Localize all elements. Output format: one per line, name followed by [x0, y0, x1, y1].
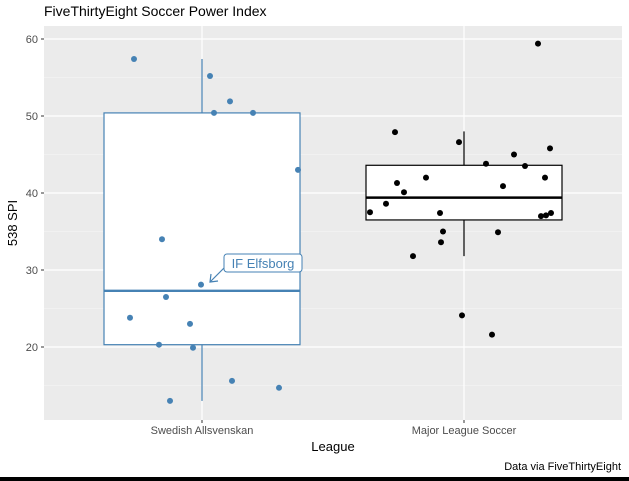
- data-point: [159, 236, 165, 243]
- data-point: [423, 174, 429, 181]
- data-point: [438, 239, 444, 246]
- data-point: [522, 163, 528, 170]
- annotation-if-elfsborg: IF Elfsborg: [209, 253, 303, 283]
- data-point: [207, 72, 213, 79]
- annotation-label: IF Elfsborg: [232, 256, 295, 271]
- data-point: [392, 129, 398, 136]
- data-point: [500, 183, 506, 190]
- x-tick-label: Swedish Allsvenskan: [151, 425, 254, 437]
- data-point: [489, 331, 495, 338]
- data-point: [187, 320, 193, 327]
- data-point: [295, 166, 301, 173]
- data-point: [459, 312, 465, 319]
- data-point: [542, 174, 548, 181]
- data-point: [198, 281, 204, 288]
- caption: Data via FiveThirtyEight: [504, 461, 621, 473]
- data-point: [410, 253, 416, 260]
- data-point: [190, 344, 196, 351]
- bottom-border: [0, 477, 629, 481]
- data-point: [250, 109, 256, 116]
- y-axis: 20 30 40 50 60: [26, 34, 44, 354]
- data-point: [437, 210, 443, 217]
- y-tick-label: 50: [26, 111, 38, 123]
- x-axis: Swedish Allsvenskan Major League Soccer: [151, 420, 517, 437]
- y-axis-label: 538 SPI: [5, 200, 20, 246]
- data-point: [401, 189, 407, 196]
- data-point: [535, 40, 541, 47]
- data-point: [127, 314, 133, 321]
- box: [103, 112, 301, 346]
- data-point: [383, 200, 389, 207]
- y-tick-label: 60: [26, 34, 38, 46]
- data-point: [229, 377, 235, 384]
- y-tick-label: 20: [26, 342, 38, 354]
- data-point: [547, 145, 553, 152]
- data-point: [456, 139, 462, 146]
- data-point: [495, 229, 501, 236]
- data-point: [227, 98, 233, 105]
- data-point: [163, 293, 169, 300]
- data-point: [483, 160, 489, 167]
- data-point: [276, 384, 282, 391]
- data-point: [538, 213, 544, 220]
- boxplots: [103, 59, 563, 401]
- data-point: [131, 56, 137, 63]
- data-point: [211, 109, 217, 116]
- x-tick-label: Major League Soccer: [412, 425, 517, 437]
- data-point: [394, 179, 400, 186]
- y-tick-label: 40: [26, 188, 38, 200]
- data-point: [440, 228, 446, 235]
- chart-title: FiveThirtyEight Soccer Power Index: [44, 3, 267, 19]
- data-point: [548, 210, 554, 217]
- data-point: [156, 341, 162, 348]
- y-tick-label: 30: [26, 265, 38, 277]
- x-axis-label: League: [311, 439, 354, 454]
- box: [365, 164, 563, 221]
- data-point: [167, 397, 173, 404]
- data-points: [127, 40, 554, 404]
- data-point: [367, 209, 373, 216]
- data-point: [543, 212, 549, 219]
- data-point: [511, 151, 517, 158]
